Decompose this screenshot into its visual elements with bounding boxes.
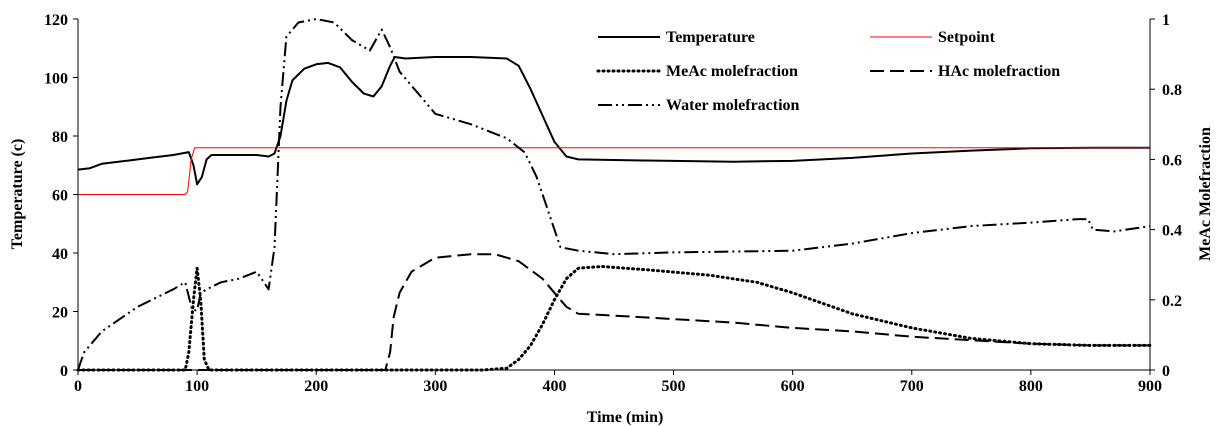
legend: Temperature Setpoint MeAc molefraction H… [596, 29, 1060, 114]
legend-label-meac: MeAc molefraction [666, 63, 798, 80]
x-tick-label: 700 [900, 378, 924, 395]
x-tick-label: 800 [1019, 378, 1043, 395]
y-left-tick-label: 60 [52, 188, 68, 205]
x-tick-label: 200 [304, 378, 328, 395]
y-right-tick-label: 0.2 [1162, 293, 1182, 310]
x-axis-title: Time (min) [587, 409, 664, 426]
plot-lines [76, 18, 1152, 372]
y-left-tick-label: 0 [60, 363, 68, 380]
axes [73, 18, 1155, 375]
y-axis-left-title: Temperature (c) [9, 139, 26, 250]
y-left-tick-label: 40 [52, 246, 68, 263]
x-tick-label: 300 [423, 378, 447, 395]
y-left-tick-label: 80 [52, 129, 68, 146]
x-tick-label: 900 [1138, 378, 1162, 395]
series-line-setpoint [78, 147, 1150, 195]
y-right-tick-label: 0.6 [1162, 152, 1182, 169]
legend-label-hac: HAc molefraction [938, 63, 1060, 80]
series-line-water-molefraction [77, 18, 1151, 371]
y-left-tick-label: 20 [52, 305, 68, 322]
y-right-tick-label: 0.8 [1162, 82, 1182, 99]
y-left-tick-label: 100 [44, 71, 68, 88]
x-tick-label: 100 [185, 378, 209, 395]
x-tick-label: 500 [662, 378, 686, 395]
y-right-tick-label: 0.4 [1162, 223, 1182, 240]
x-tick-label: 600 [781, 378, 805, 395]
y-axis-right-title: MeAc Molefraction [1197, 127, 1214, 261]
tick-labels: 0 100 200 300 400 500 600 700 800 900020406080100… [44, 12, 1182, 395]
series-line-meac-molefraction [76, 265, 1152, 372]
x-tick-label: 400 [542, 378, 566, 395]
legend-label-water: Water molefraction [666, 97, 800, 114]
y-left-tick-label: 120 [44, 12, 68, 29]
legend-label-setpoint: Setpoint [938, 29, 996, 46]
series-line-hac-molefraction [78, 253, 1150, 371]
x-tick-label: 0 [74, 378, 82, 395]
legend-label-temperature: Temperature [666, 29, 755, 46]
y-right-tick-label: 0 [1162, 363, 1170, 380]
y-right-tick-label: 1 [1162, 12, 1170, 29]
series-line-temperature [77, 56, 1150, 186]
